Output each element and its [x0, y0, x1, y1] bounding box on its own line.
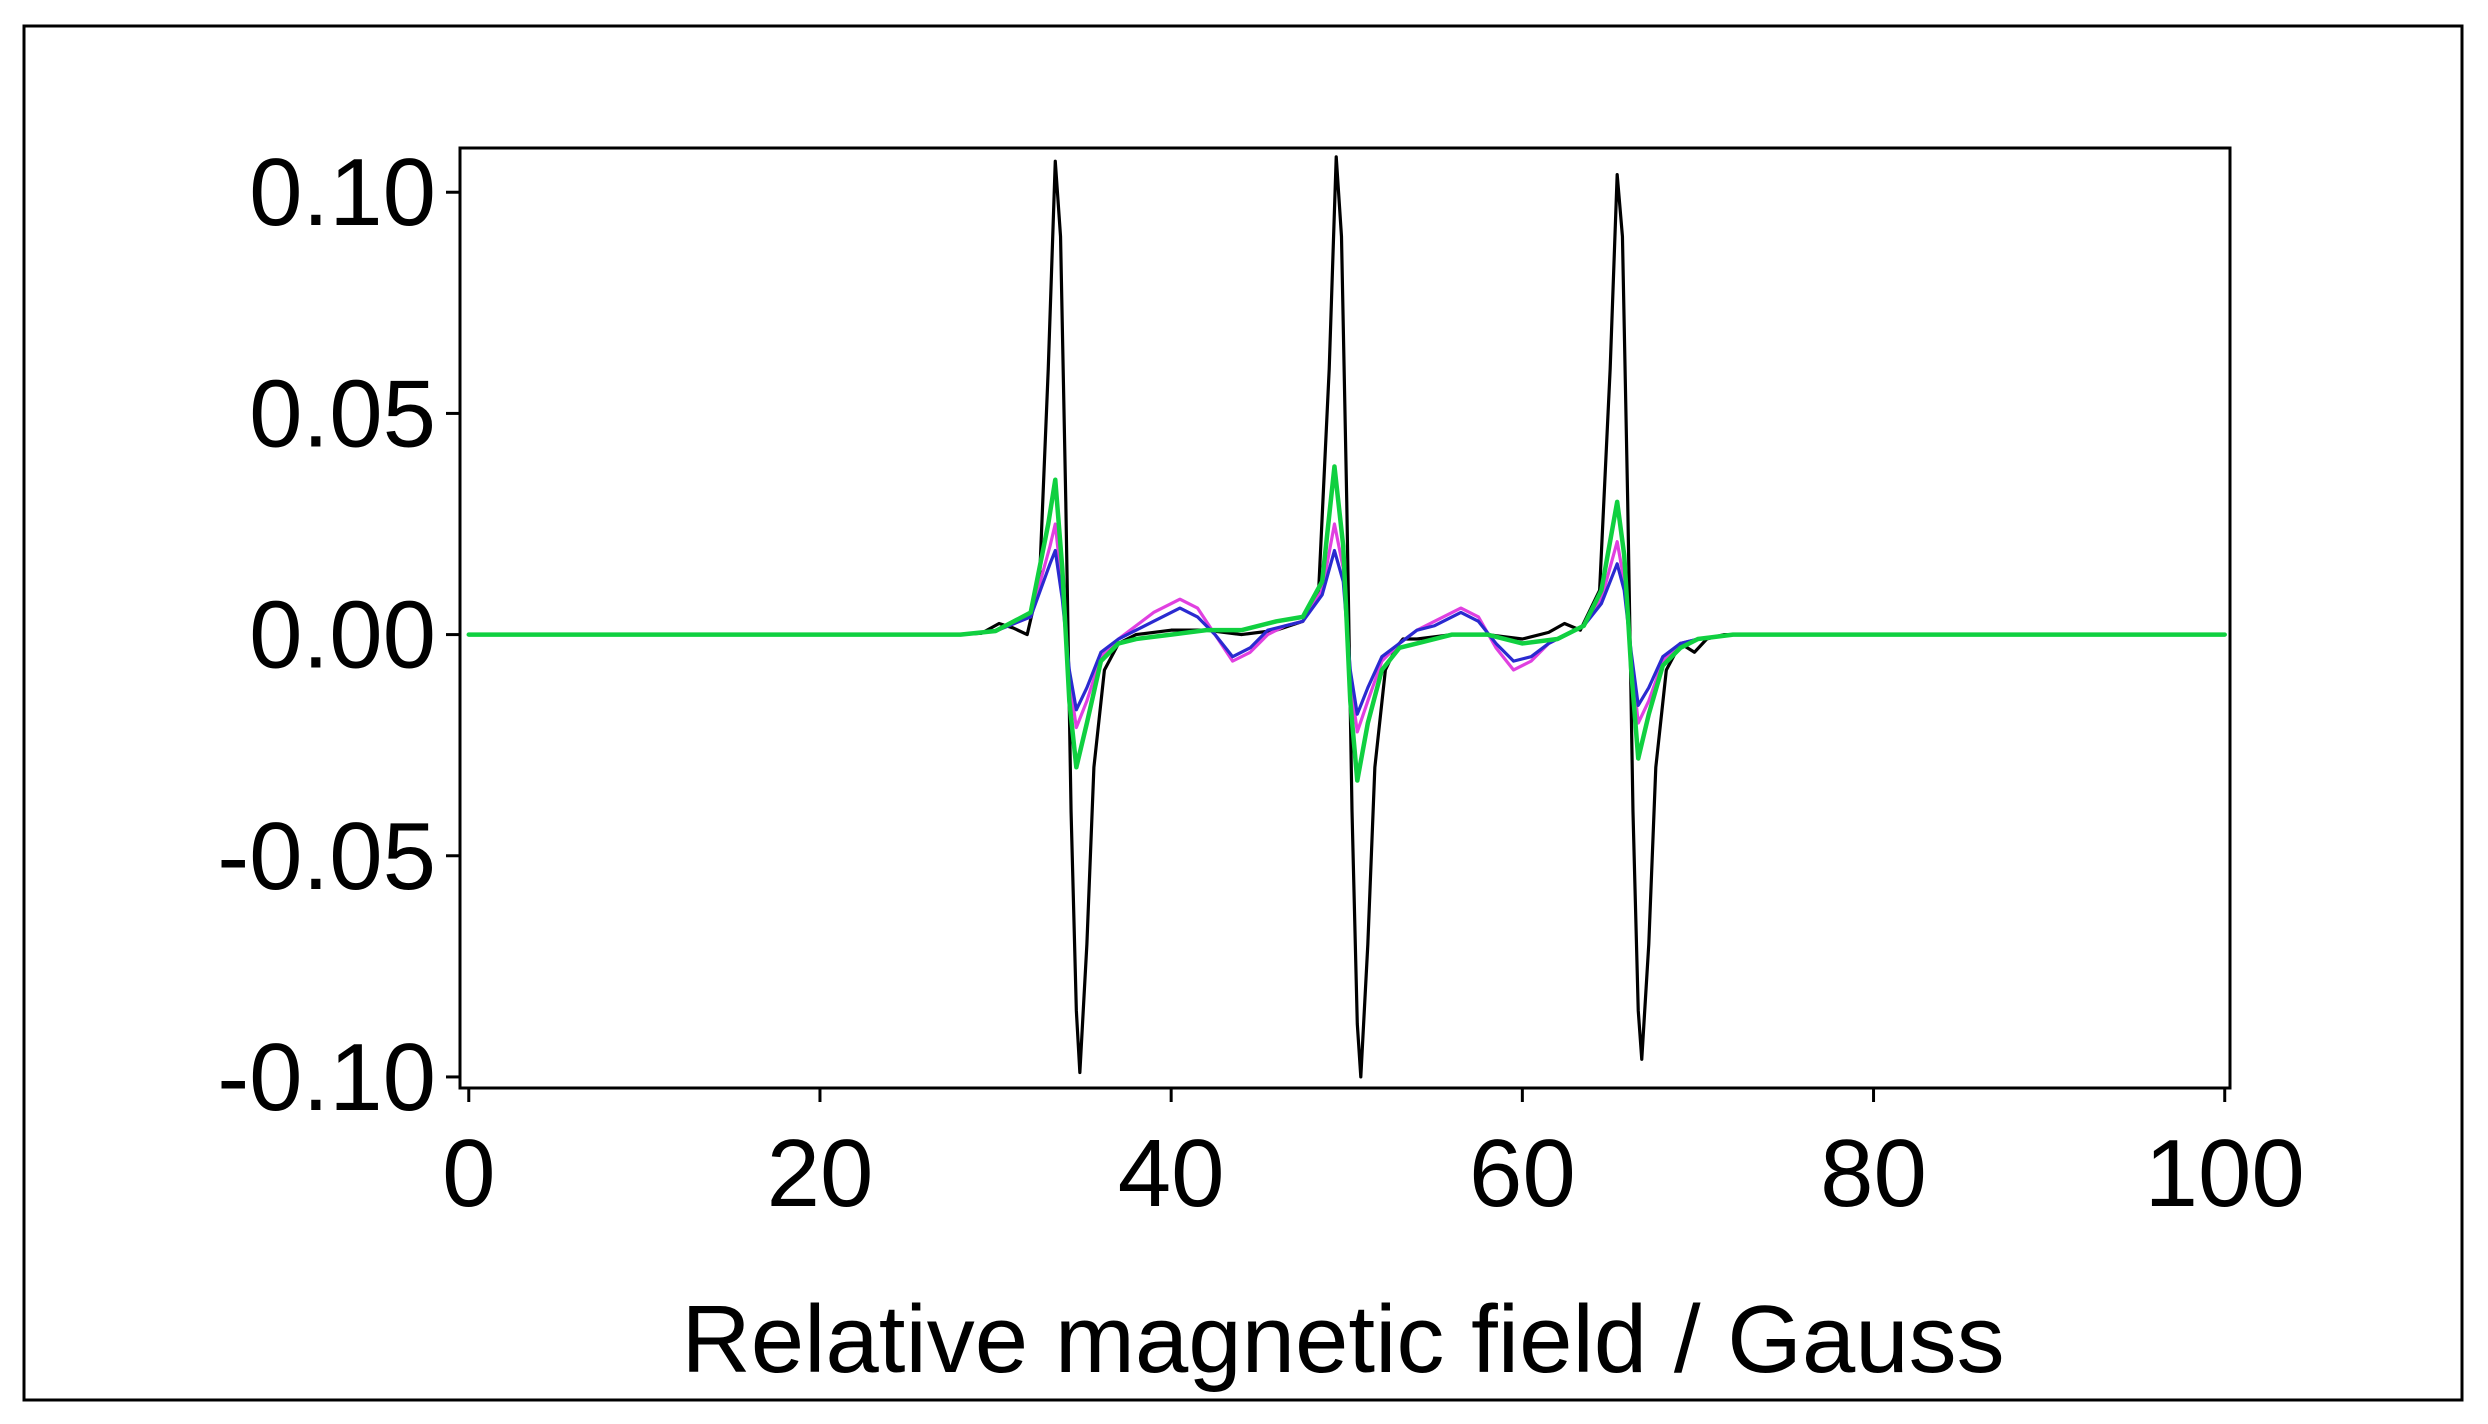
- y-tick-label: 0.05: [249, 360, 436, 467]
- y-tick-label: 0.00: [249, 582, 436, 689]
- y-tick-label: -0.10: [217, 1024, 436, 1131]
- y-tick-label: 0.10: [249, 139, 436, 246]
- x-tick-label: 100: [2145, 1120, 2305, 1227]
- x-tick-label: 80: [1820, 1120, 1927, 1227]
- outer-frame: [22, 24, 2464, 1402]
- x-tick-label: 60: [1469, 1120, 1576, 1227]
- series-green-line: [466, 464, 2227, 783]
- x-tick-label: 0: [442, 1120, 495, 1227]
- plot-frame: [458, 146, 2232, 1090]
- x-tick-label: 20: [767, 1120, 874, 1227]
- series-black-line: [467, 155, 2227, 1079]
- plot-area: 0.10 0.05 0.00 -0.05 -0.100 20 40 60 80 100: [217, 139, 2305, 1227]
- x-axis-title: Relative magnetic field / Gauss: [681, 1286, 2004, 1393]
- x-tick-label: 40: [1118, 1120, 1225, 1227]
- y-tick-label: -0.05: [217, 803, 436, 910]
